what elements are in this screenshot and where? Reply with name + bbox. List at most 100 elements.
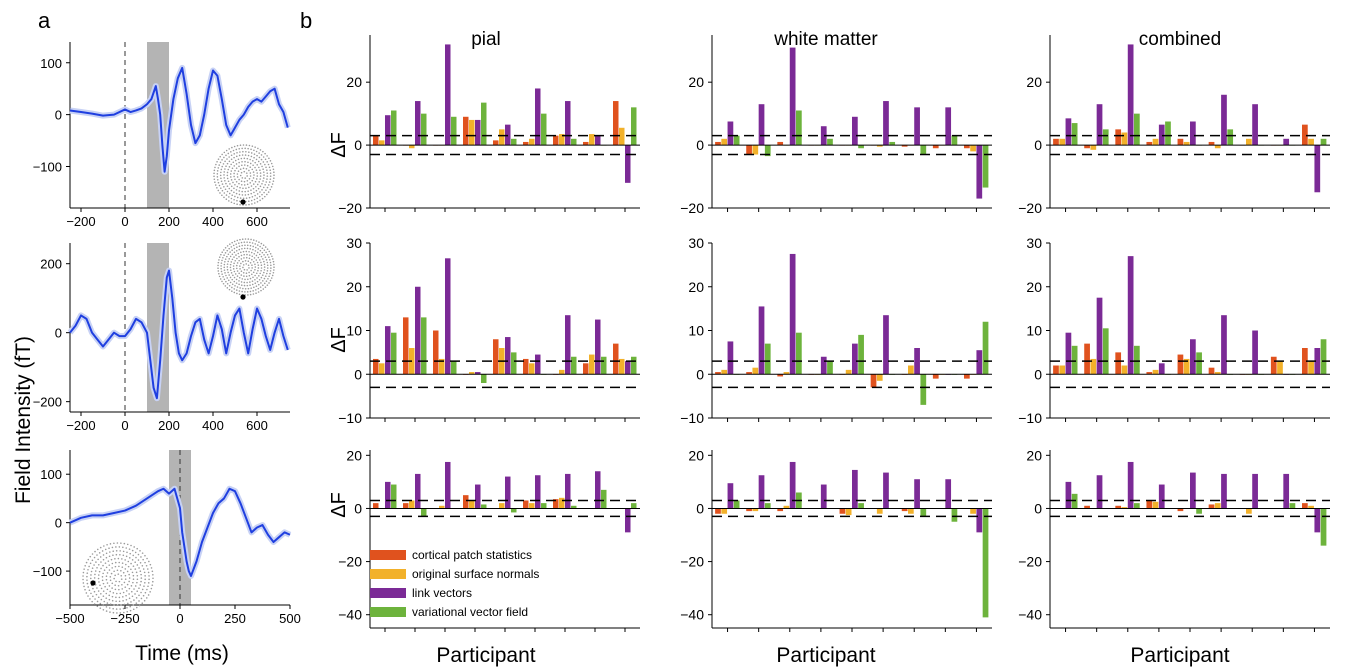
sensor-dot (251, 242, 254, 244)
sensor-dot (233, 165, 236, 167)
sensor-dot (239, 168, 242, 171)
sensor-dot (95, 561, 97, 563)
sensor-dot (231, 194, 234, 196)
sensor-dot (241, 194, 244, 196)
sensor-dot (264, 246, 267, 248)
bar (481, 504, 487, 509)
sensor-dot (134, 585, 137, 587)
sensor-dot (248, 254, 251, 256)
sensor-dot (246, 247, 249, 250)
sensor-dot (90, 592, 92, 595)
bar (827, 361, 833, 375)
bar (1183, 358, 1190, 375)
sensor-dot (269, 259, 271, 261)
x-tick-label: 500 (279, 611, 301, 626)
sensor-dot (266, 193, 268, 196)
sensor-dot (87, 595, 89, 597)
sensor-dot (106, 572, 109, 574)
sensor-dot (260, 289, 262, 292)
sensor-dot (217, 261, 220, 264)
y-tick-label: 30 (688, 235, 704, 251)
sensor-dot (226, 249, 229, 252)
sensor-dot (114, 565, 117, 568)
sensor-dot (109, 551, 111, 553)
sensor-dot (102, 595, 105, 597)
bar (970, 508, 976, 514)
sensor-dot (248, 186, 250, 189)
sensor-dot (269, 169, 272, 172)
column-title-pial: pial (471, 29, 501, 50)
sensor-dot (115, 550, 118, 552)
bar (475, 484, 481, 509)
sensor-dot (258, 253, 261, 256)
sensor-dot (217, 189, 220, 192)
sensor-dot (266, 178, 268, 180)
sensor-dot (256, 200, 259, 203)
sensor-dot (131, 571, 134, 574)
sensor-dot (267, 163, 270, 166)
waveform-plot-3: 100 0 −100 −500 −250 0 250 500 (33, 450, 301, 626)
bar (820, 126, 827, 146)
bar (1115, 129, 1122, 146)
sensor-dot (216, 170, 219, 172)
sensor-dot (258, 278, 261, 281)
sensor-dot (234, 159, 237, 162)
bar (1314, 508, 1321, 533)
sensor-dot (235, 289, 238, 291)
sensor-dot (229, 243, 231, 245)
sensor-dot (130, 601, 132, 603)
sensor-dot (264, 256, 267, 259)
sensor-dot (238, 272, 240, 275)
sensor-dot (105, 575, 108, 578)
bar (529, 503, 535, 509)
sensor-dot (227, 271, 229, 274)
y-tick-label: 200 (40, 257, 62, 272)
bar (1165, 121, 1171, 146)
sensor-dot (102, 564, 104, 567)
sensor-dot (118, 565, 120, 568)
sensor-dot (266, 261, 269, 264)
x-tick-label: −250 (110, 611, 139, 626)
sensor-dot (151, 570, 154, 573)
sensor-dot (222, 282, 225, 285)
sensor-dot (235, 163, 238, 165)
bar (565, 101, 571, 146)
sensor-dot (233, 276, 236, 279)
sensor-dot (125, 547, 128, 549)
bar (583, 141, 589, 146)
sensor-dot (116, 542, 119, 544)
sensor-dot (230, 201, 233, 204)
selected-sensor-dot (240, 294, 246, 300)
sensor-dot (213, 169, 216, 172)
sensor-dot (233, 145, 236, 148)
sensor-dot (113, 542, 115, 545)
bar (391, 110, 397, 146)
sensor-dot (144, 575, 146, 577)
sensor-dot (132, 574, 135, 577)
sensor-dot (230, 189, 233, 192)
bar (1084, 145, 1090, 149)
sensor-dot (238, 276, 241, 279)
bar (631, 503, 637, 509)
bar (1158, 363, 1165, 375)
bar (481, 102, 487, 146)
sensor-dot (94, 570, 97, 572)
sensor-dot (260, 267, 263, 269)
bar (1221, 315, 1227, 375)
sensor-dot (248, 203, 250, 206)
bar (373, 358, 379, 375)
sensor-dot (264, 163, 266, 166)
sensor-dot (266, 175, 269, 177)
bar (565, 473, 571, 509)
sensor-dot (131, 549, 134, 552)
sensor-dot (89, 562, 92, 565)
sensor-dot (266, 169, 268, 171)
bar (883, 101, 889, 146)
y-tick-label: 0 (354, 366, 362, 382)
sensor-dot (100, 561, 102, 563)
sensor-dot (236, 185, 239, 188)
sensor-dot (238, 245, 241, 248)
sensor-dot (220, 253, 222, 256)
sensor-dot (124, 559, 126, 561)
waveform-trace (69, 66, 289, 173)
